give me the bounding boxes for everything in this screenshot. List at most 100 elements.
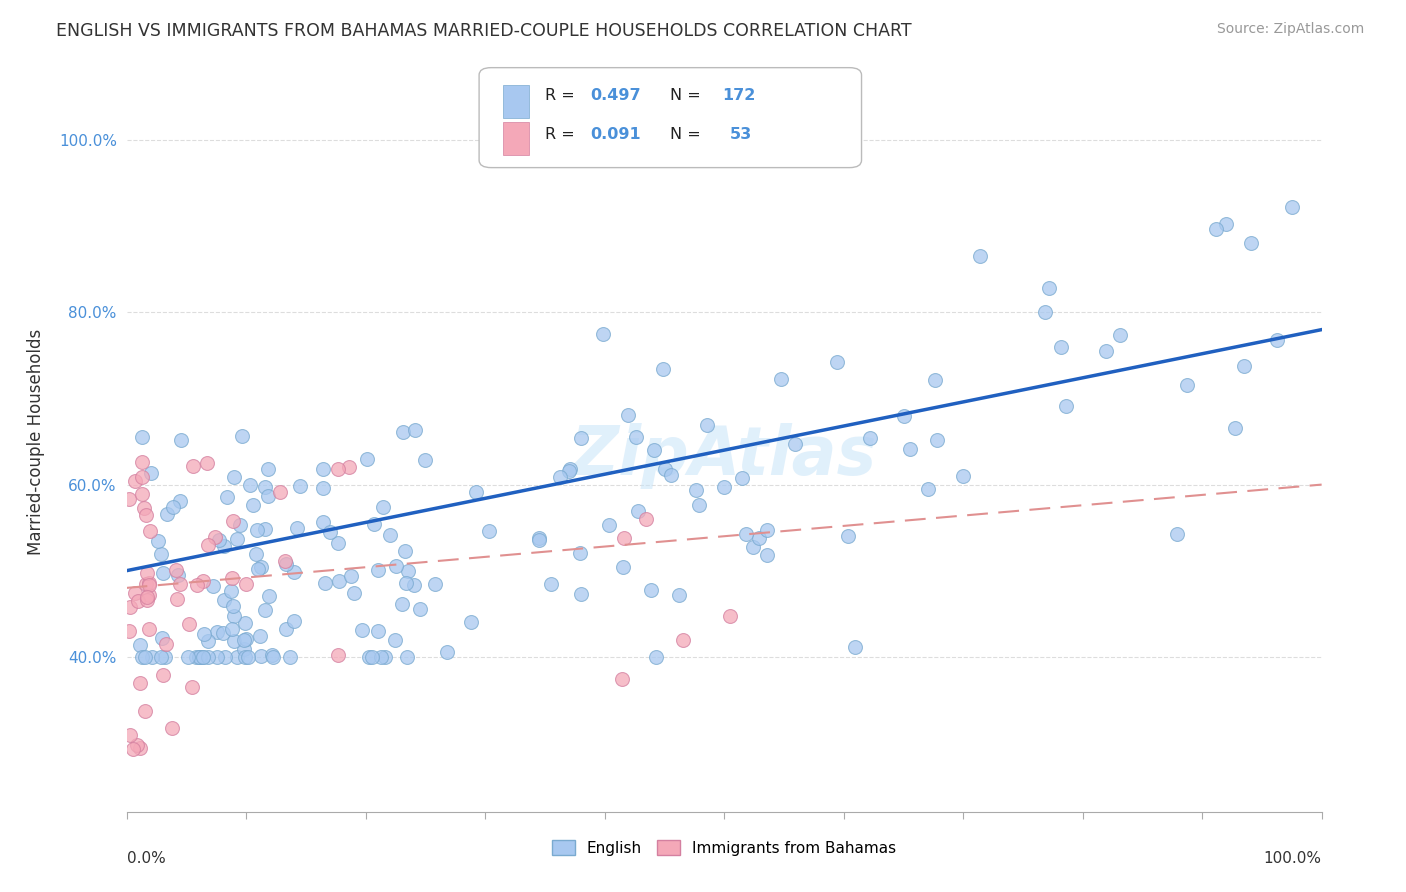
Point (274, 558, 297, 572)
Point (187, 649, 209, 664)
Text: ZipAtlas: ZipAtlas (571, 424, 877, 490)
Point (124, 474, 146, 488)
Point (204, 530, 226, 544)
Point (165, 563, 187, 577)
Point (136, 590, 159, 604)
Point (374, 649, 396, 664)
Point (131, 487, 153, 501)
Point (391, 598, 413, 612)
Point (170, 433, 193, 447)
Legend: English, Immigrants from Bahamas: English, Immigrants from Bahamas (544, 832, 904, 863)
Point (136, 592, 159, 607)
Point (436, 645, 458, 659)
Point (404, 423, 426, 437)
Point (415, 453, 437, 467)
Point (859, 431, 882, 445)
Point (569, 432, 592, 446)
Point (180, 680, 202, 694)
Point (139, 524, 162, 539)
Text: 100.0%: 100.0% (1264, 851, 1322, 865)
Point (138, 577, 160, 591)
Point (129, 676, 152, 690)
Point (343, 586, 366, 600)
Point (825, 354, 848, 368)
Point (254, 603, 277, 617)
Point (314, 576, 336, 591)
Point (233, 633, 256, 648)
Point (1223, 420, 1246, 434)
Point (269, 485, 291, 500)
Point (138, 575, 160, 590)
Text: 0.0%: 0.0% (127, 851, 166, 865)
Point (231, 428, 253, 442)
Point (118, 492, 141, 507)
FancyBboxPatch shape (503, 121, 529, 155)
Point (925, 433, 948, 447)
Point (249, 629, 271, 643)
Point (598, 517, 620, 532)
Text: 0.497: 0.497 (591, 88, 641, 103)
Point (288, 479, 311, 493)
Point (134, 649, 156, 664)
Point (917, 482, 939, 496)
Point (226, 532, 249, 546)
Point (613, 531, 636, 545)
Point (242, 498, 264, 512)
Point (396, 564, 419, 578)
Point (367, 624, 389, 639)
Point (569, 586, 592, 600)
Point (186, 578, 208, 592)
Point (659, 467, 682, 482)
Point (363, 517, 385, 532)
Point (169, 494, 191, 508)
Point (233, 649, 256, 664)
Point (152, 566, 174, 580)
Point (188, 649, 211, 664)
Point (124, 586, 146, 600)
Point (742, 541, 765, 555)
Point (340, 569, 363, 583)
Point (224, 470, 246, 484)
Point (643, 443, 665, 458)
Point (713, 479, 735, 493)
Point (222, 609, 245, 624)
Point (118, 624, 141, 639)
Point (1233, 359, 1256, 374)
Point (350, 623, 373, 637)
FancyBboxPatch shape (479, 68, 862, 168)
Point (132, 500, 155, 515)
Y-axis label: Married-couple Households: Married-couple Households (27, 328, 45, 555)
Point (131, 470, 153, 484)
Point (356, 451, 378, 466)
Point (139, 467, 162, 481)
Point (367, 563, 389, 577)
Point (748, 531, 770, 545)
Point (409, 601, 432, 615)
Point (177, 649, 200, 664)
Point (569, 546, 592, 560)
Point (249, 559, 271, 574)
Text: 172: 172 (721, 88, 755, 103)
Point (125, 738, 148, 752)
Point (224, 634, 246, 648)
Point (247, 561, 270, 575)
Point (233, 615, 256, 630)
Point (1050, 340, 1073, 354)
Point (396, 649, 419, 664)
Point (191, 649, 214, 664)
Point (1033, 304, 1056, 318)
Point (131, 649, 153, 664)
Point (141, 649, 163, 664)
Point (197, 634, 219, 648)
Point (262, 649, 284, 664)
Point (634, 512, 657, 526)
Point (138, 622, 160, 636)
Point (640, 582, 662, 597)
Point (131, 455, 153, 469)
Point (529, 531, 551, 545)
Point (162, 500, 184, 515)
Point (1038, 281, 1060, 295)
Point (755, 523, 778, 537)
Point (120, 600, 142, 615)
Point (731, 471, 754, 485)
